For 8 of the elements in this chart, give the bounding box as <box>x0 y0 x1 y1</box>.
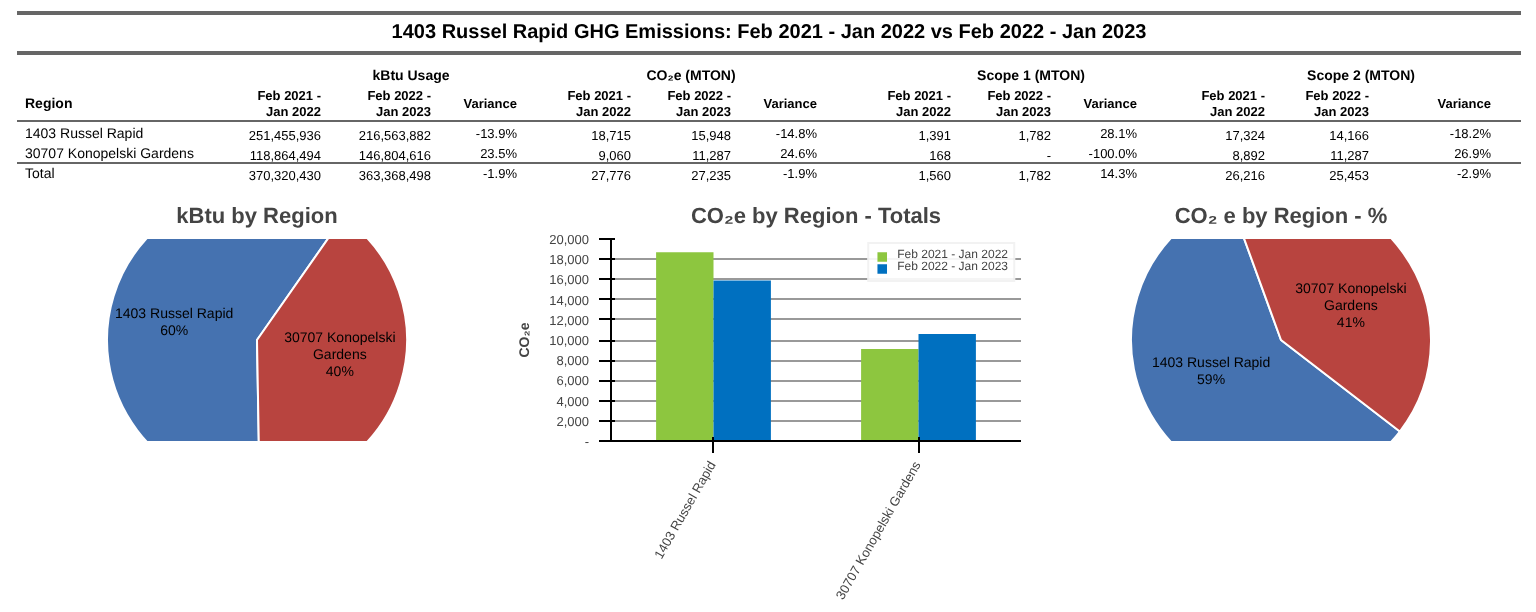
bar <box>656 252 714 441</box>
bar <box>861 349 919 441</box>
text: 1403 Russel Rapid GHG Emissions: Feb 2021 - Jan 2022 vs Feb 2022 - Jan 2023 <box>391 22 1148 44</box>
chart-title: CO₂e by Region - Totals <box>690 205 942 229</box>
chart-title: CO₂ e by Region - % <box>1174 205 1388 229</box>
bar <box>918 333 976 441</box>
text: kBtu by Region <box>176 205 339 229</box>
bar <box>713 280 771 441</box>
